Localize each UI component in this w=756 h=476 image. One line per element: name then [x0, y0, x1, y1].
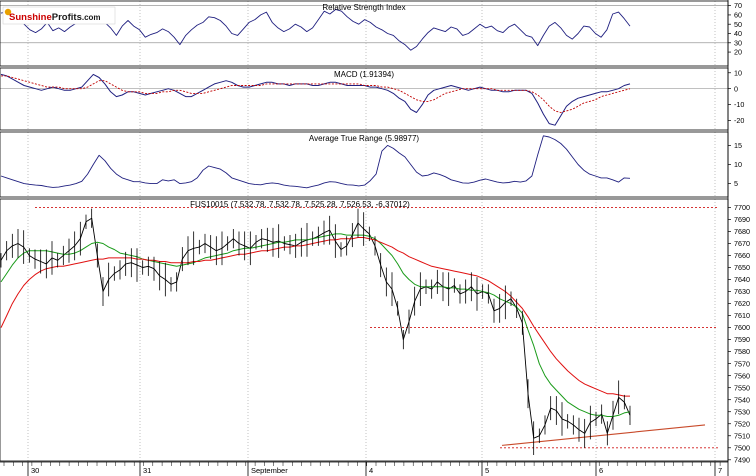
- y-tick-label: 7600: [734, 323, 750, 332]
- y-tick-label: 7590: [734, 335, 750, 344]
- logo-text: SunshineProfits.com: [9, 12, 101, 23]
- atr-title: Average True Range (5.98977): [309, 134, 419, 143]
- support-trendline: [501, 424, 706, 446]
- y-tick-label: 7610: [734, 311, 750, 320]
- sun-icon: [4, 8, 12, 16]
- y-tick-label: 7510: [734, 431, 750, 440]
- x-axis: 30 31 September 4 5 6 7: [0, 461, 728, 476]
- price-y-ticks: 7700 7690 7680 7670 7660 7650 7640 7630 7620 7610…: [728, 203, 750, 464]
- x-tick-label: 5: [485, 466, 489, 475]
- y-tick-label: 30: [734, 38, 742, 47]
- y-tick-label: 50: [734, 20, 742, 29]
- y-tick-label: 7700: [734, 203, 750, 212]
- y-tick-label: 7550: [734, 383, 750, 392]
- y-tick-label: 7670: [734, 239, 750, 248]
- x-tick-label: 30: [31, 466, 39, 475]
- macd-title: MACD (1.91394): [334, 70, 394, 79]
- y-tick-label: 15: [734, 141, 742, 150]
- atr-grid: [27, 132, 716, 197]
- y-tick-label: 7580: [734, 347, 750, 356]
- x-tick-label: 4: [369, 466, 373, 475]
- y-tick-label: 7640: [734, 275, 750, 284]
- macd-y-ticks: 10 0 -10 -20: [728, 68, 744, 125]
- logo-part-profits: Profits: [52, 12, 82, 23]
- price-reference-lines: [35, 206, 718, 449]
- trendline: [501, 424, 706, 446]
- x-tick-label: September: [251, 466, 288, 475]
- logo: SunshineProfits.com: [2, 6, 116, 25]
- macd-series: [0, 73, 631, 126]
- y-tick-label: 7500: [734, 443, 750, 452]
- y-tick-label: -20: [734, 116, 744, 125]
- rsi-title: Relative Strength Index: [322, 3, 405, 12]
- y-tick-label: 7490: [734, 455, 750, 464]
- atr-series: [0, 135, 631, 189]
- y-tick-label: 0: [734, 84, 738, 93]
- y-tick-label: 40: [734, 29, 742, 38]
- x-tick-label: 7: [718, 466, 722, 475]
- y-tick-label: 7650: [734, 263, 750, 272]
- y-tick-label: 70: [734, 1, 742, 10]
- y-tick-label: 7570: [734, 359, 750, 368]
- price-series: [0, 208, 631, 455]
- macd-panel: 10 0 -10 -20 MACD (1.91394): [0, 68, 744, 130]
- sma-fast-line: [0, 233, 631, 417]
- atr-y-ticks: 15 10 5: [728, 141, 742, 188]
- logo-box: [2, 6, 116, 25]
- logo-part-com: .com: [82, 13, 101, 22]
- y-tick-label: 7690: [734, 215, 750, 224]
- y-tick-label: 5: [734, 179, 738, 188]
- y-tick-label: 60: [734, 11, 742, 20]
- price-title: FUS10015 (7,532.78, 7,532.78, 7,525.28, …: [190, 200, 410, 209]
- atr-line: [0, 135, 631, 189]
- y-tick-label: -10: [734, 100, 744, 109]
- y-tick-label: 7520: [734, 419, 750, 428]
- y-tick-label: 7660: [734, 251, 750, 260]
- y-tick-label: 7530: [734, 407, 750, 416]
- y-tick-label: 7620: [734, 299, 750, 308]
- y-tick-label: 10: [734, 68, 742, 77]
- y-tick-label: 10: [734, 160, 742, 169]
- y-tick-label: 7540: [734, 395, 750, 404]
- y-tick-label: 20: [734, 48, 742, 57]
- rsi-guide-lines: [0, 5, 728, 44]
- y-tick-label: 7680: [734, 227, 750, 236]
- y-tick-label: 7560: [734, 371, 750, 380]
- x-tick-label: 6: [599, 466, 603, 475]
- logo-part-sunshine: Sunshine: [9, 12, 52, 23]
- panel-frames: [0, 0, 729, 476]
- signal-line: [1, 75, 631, 113]
- y-tick-label: 7630: [734, 287, 750, 296]
- price-panel: 7700 7690 7680 7670 7660 7650 7640 7630 7620 7610…: [0, 199, 750, 464]
- sma-slow-line: [0, 237, 630, 397]
- atr-panel: 15 10 5 Average True Range (5.98977): [0, 132, 742, 197]
- rsi-grid: [27, 1, 716, 66]
- x-tick-label: 31: [143, 466, 151, 475]
- price-line: [0, 217, 631, 439]
